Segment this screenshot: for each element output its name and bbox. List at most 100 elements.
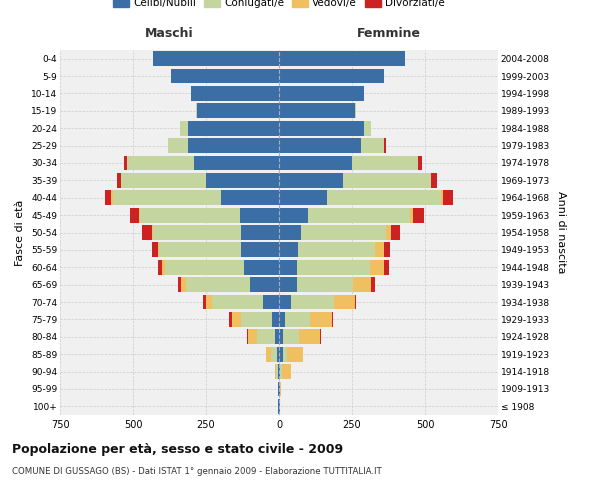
Bar — [263, 294, 279, 310]
Bar — [206, 173, 279, 188]
Bar — [287, 347, 303, 362]
Bar — [275, 364, 277, 379]
Bar — [154, 225, 241, 240]
Text: Popolazione per età, sesso e stato civile - 2009: Popolazione per età, sesso e stato civil… — [12, 442, 343, 456]
Bar — [154, 52, 279, 66]
Bar — [203, 294, 206, 310]
Bar — [279, 190, 327, 205]
Bar — [181, 278, 185, 292]
Bar — [275, 330, 279, 344]
Bar — [413, 208, 424, 222]
Bar — [279, 121, 364, 136]
Bar — [391, 225, 400, 240]
Bar — [279, 104, 355, 118]
Bar — [283, 330, 299, 344]
Bar — [279, 330, 283, 344]
Bar — [386, 225, 391, 240]
Bar — [418, 156, 422, 170]
Bar — [410, 208, 413, 222]
Bar — [248, 330, 257, 344]
Bar — [279, 156, 352, 170]
Bar — [124, 156, 127, 170]
Bar — [299, 330, 320, 344]
Bar — [140, 208, 239, 222]
Bar — [280, 382, 281, 396]
Bar — [279, 294, 290, 310]
Bar — [241, 225, 279, 240]
Bar — [384, 138, 386, 153]
Bar — [152, 225, 154, 240]
Bar — [152, 242, 158, 258]
Bar — [117, 173, 121, 188]
Bar — [376, 242, 384, 258]
Bar — [301, 225, 386, 240]
Bar — [355, 104, 356, 118]
Bar — [384, 260, 389, 274]
Bar — [212, 294, 263, 310]
Bar — [206, 294, 212, 310]
Bar — [290, 294, 334, 310]
Bar — [232, 312, 241, 327]
Bar — [277, 364, 278, 379]
Bar — [355, 294, 356, 310]
Bar — [250, 278, 279, 292]
Bar — [197, 104, 279, 118]
Bar — [188, 121, 279, 136]
Bar — [196, 104, 197, 118]
Bar — [353, 278, 371, 292]
Bar — [279, 364, 280, 379]
Bar — [185, 278, 250, 292]
Bar — [158, 260, 162, 274]
Bar — [168, 138, 188, 153]
Text: COMUNE DI GUSSAGO (BS) - Dati ISTAT 1° gennaio 2009 - Elaborazione TUTTITALIA.IT: COMUNE DI GUSSAGO (BS) - Dati ISTAT 1° g… — [12, 468, 382, 476]
Bar — [121, 173, 206, 188]
Bar — [308, 208, 410, 222]
Bar — [296, 278, 353, 292]
Bar — [158, 242, 159, 258]
Bar — [298, 242, 376, 258]
Bar — [165, 260, 244, 274]
Bar — [343, 173, 431, 188]
Bar — [285, 312, 310, 327]
Bar — [361, 138, 384, 153]
Bar — [188, 138, 279, 153]
Bar — [334, 294, 355, 310]
Bar — [266, 347, 271, 362]
Bar — [332, 312, 333, 327]
Bar — [105, 190, 111, 205]
Text: Maschi: Maschi — [145, 26, 194, 40]
Bar — [272, 312, 279, 327]
Bar — [178, 278, 181, 292]
Bar — [127, 156, 194, 170]
Bar — [277, 347, 279, 362]
Bar — [239, 208, 279, 222]
Bar — [371, 278, 376, 292]
Bar — [279, 173, 343, 188]
Bar — [279, 260, 296, 274]
Text: Femmine: Femmine — [356, 26, 421, 40]
Bar — [320, 330, 322, 344]
Bar — [279, 278, 296, 292]
Bar — [180, 121, 188, 136]
Bar — [384, 242, 390, 258]
Bar — [142, 225, 152, 240]
Bar — [279, 86, 364, 101]
Legend: Celibi/Nubili, Coniugati/e, Vedovi/e, Divorziati/e: Celibi/Nubili, Coniugati/e, Vedovi/e, Di… — [109, 0, 449, 12]
Bar — [279, 347, 283, 362]
Y-axis label: Anni di nascita: Anni di nascita — [556, 191, 566, 274]
Bar — [139, 208, 140, 222]
Bar — [171, 68, 279, 84]
Bar — [113, 190, 221, 205]
Bar — [278, 364, 279, 379]
Bar — [279, 138, 361, 153]
Bar — [229, 312, 232, 327]
Bar — [241, 312, 272, 327]
Bar — [283, 347, 287, 362]
Bar — [194, 156, 279, 170]
Bar — [364, 121, 371, 136]
Bar — [111, 190, 113, 205]
Bar — [441, 190, 443, 205]
Bar — [279, 225, 301, 240]
Bar — [247, 330, 248, 344]
Bar — [370, 260, 384, 274]
